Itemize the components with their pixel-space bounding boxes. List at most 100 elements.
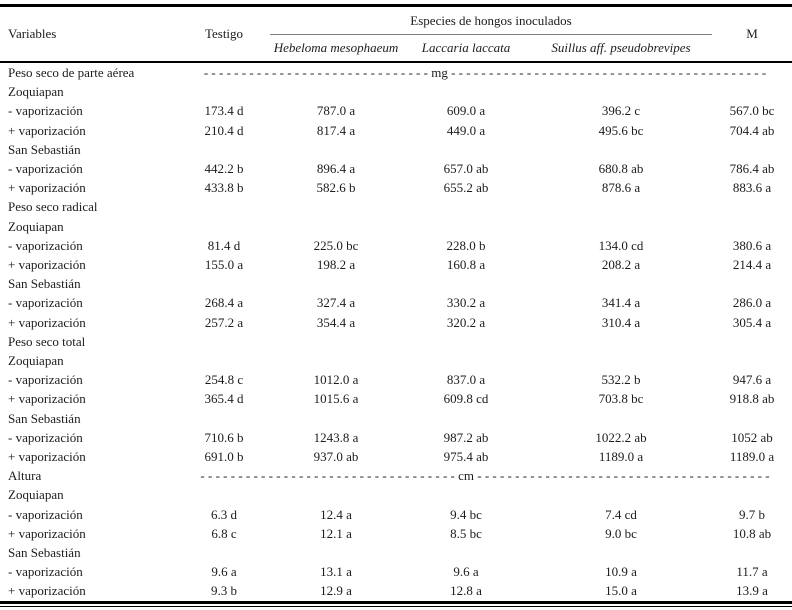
section-row: San Sebastián — [0, 409, 792, 428]
value-cell: 786.4 ab — [729, 161, 775, 177]
header-row-species: Hebeloma mesophaeum Laccaria laccata Sui… — [0, 34, 792, 63]
value-cell: 8.5 bc — [450, 525, 482, 541]
value-cell: 173.4 d — [204, 103, 244, 119]
value-cell: 837.0 a — [446, 372, 486, 388]
value-cell: 13.9 a — [736, 583, 768, 599]
table-row: + vaporización 365.4 d 1015.6 a 609.8 cd 703… — [0, 389, 792, 408]
value-cell: 320.2 a — [446, 314, 486, 330]
table-row: - vaporización 254.8 c 1012.0 a 837.0 a 532.… — [0, 370, 792, 389]
value-cell: 81.4 d — [207, 237, 241, 253]
value-cell: 9.7 b — [739, 506, 765, 522]
value-cell: 9.0 bc — [605, 525, 637, 541]
value-cell: 257.2 a — [204, 314, 244, 330]
value-cell: 9.6 a — [211, 564, 237, 580]
section-row: Zoquiapan — [0, 485, 792, 504]
variable-label: Altura — [8, 468, 42, 484]
row-label: - vaporización — [8, 506, 83, 522]
section-row: San Sebastián — [0, 274, 792, 293]
value-cell: 310.4 a — [601, 314, 641, 330]
value-cell: 10.8 ab — [732, 525, 772, 541]
row-label: + vaporización — [8, 257, 86, 273]
col-header-variables: Variables — [0, 5, 178, 63]
value-cell: 365.4 d — [204, 391, 244, 407]
value-cell: 710.6 b — [204, 429, 244, 445]
row-label: + vaporización — [8, 449, 86, 465]
section-row: San Sebastián — [0, 543, 792, 562]
section-label: Peso seco radical — [8, 199, 98, 215]
value-cell: 12.9 a — [320, 583, 352, 599]
value-cell: 134.0 cd — [598, 237, 644, 253]
unit-dashes: - - - - - - - - - - - - - - - - - - - - … — [203, 65, 767, 80]
value-cell: 704.4 ab — [729, 122, 775, 138]
value-cell: 208.2 a — [601, 257, 641, 273]
section-row: Zoquiapan — [0, 82, 792, 101]
table-row: - vaporización 6.3 d 12.4 a 9.4 bc 7.4 cd 9.7… — [0, 505, 792, 524]
row-label: + vaporización — [8, 391, 86, 407]
value-cell: 15.0 a — [605, 583, 637, 599]
row-label: + vaporización — [8, 314, 86, 330]
table-row: - vaporización 710.6 b 1243.8 a 987.2 ab 102… — [0, 428, 792, 447]
table-row: + vaporización 155.0 a 198.2 a 160.8 a 208.2… — [0, 255, 792, 274]
value-cell: 327.4 a — [316, 295, 356, 311]
variable-label: Peso seco de parte aérea — [8, 65, 135, 80]
value-cell: 442.2 b — [204, 161, 244, 177]
table-row: + vaporización 210.4 d 817.4 a 449.0 a 495.6… — [0, 121, 792, 140]
section-label: Peso seco total — [8, 333, 86, 349]
value-cell: 6.8 c — [211, 525, 237, 541]
value-cell: 609.0 a — [446, 103, 486, 119]
value-cell: 495.6 bc — [598, 122, 644, 138]
section-row: San Sebastián — [0, 140, 792, 159]
value-cell: 225.0 bc — [313, 237, 359, 253]
value-cell: 1012.0 a — [313, 372, 359, 388]
value-cell: 1189.0 a — [598, 449, 644, 465]
value-cell: 817.4 a — [316, 122, 356, 138]
row-label: - vaporización — [8, 564, 83, 580]
value-cell: 433.8 b — [204, 180, 244, 196]
value-cell: 1243.8 a — [313, 429, 359, 445]
value-cell: 703.8 bc — [598, 391, 644, 407]
row-label: - vaporización — [8, 237, 83, 253]
value-cell: 987.2 ab — [443, 429, 489, 445]
section-row: Peso seco radical — [0, 197, 792, 216]
value-cell: 1022.2 ab — [595, 429, 647, 445]
value-cell: 198.2 a — [316, 257, 356, 273]
table-body: Peso seco de parte aérea - - - - - - - - … — [0, 62, 792, 602]
value-cell: 582.6 b — [316, 180, 356, 196]
row-label: + vaporización — [8, 583, 86, 599]
variable-unit-row: Altura - - - - - - - - - - - - - - - - - … — [0, 466, 792, 485]
col-header-hebeloma-mesophaeum: Hebeloma mesophaeum — [270, 34, 402, 63]
value-cell: 657.0 ab — [443, 161, 489, 177]
value-cell: 1015.6 a — [313, 391, 359, 407]
row-label: - vaporización — [8, 429, 83, 445]
unit-dashes: - - - - - - - - - - - - - - - - - - - - … — [200, 468, 770, 484]
value-cell: 10.9 a — [605, 564, 637, 580]
table-row: + vaporización 9.3 b 12.9 a 12.8 a 15.0 a 13.… — [0, 581, 792, 602]
table-header: Variables Testigo Especies de hongos ino… — [0, 5, 792, 63]
col-header-suillus-aff-pseudobrevipes: Suillus aff. pseudobrevipes — [530, 34, 712, 63]
value-cell: 268.4 a — [204, 295, 244, 311]
value-cell: 341.4 a — [601, 295, 641, 311]
variable-unit-row: Peso seco de parte aérea - - - - - - - - … — [0, 62, 792, 82]
row-label: - vaporización — [8, 161, 83, 177]
value-cell: 380.6 a — [732, 237, 772, 253]
results-table: Variables Testigo Especies de hongos ino… — [0, 4, 792, 604]
value-cell: 567.0 bc — [729, 103, 775, 119]
section-label: Zoquiapan — [8, 353, 64, 369]
value-cell: 12.8 a — [450, 583, 482, 599]
table-row: - vaporización 442.2 b 896.4 a 657.0 ab 680.… — [0, 159, 792, 178]
value-cell: 680.8 ab — [598, 161, 644, 177]
value-cell: 12.4 a — [320, 506, 352, 522]
col-header-mean: M — [712, 5, 792, 63]
value-cell: 975.4 ab — [443, 449, 489, 465]
value-cell: 947.6 a — [732, 372, 772, 388]
value-cell: 155.0 a — [204, 257, 244, 273]
value-cell: 228.0 b — [446, 237, 486, 253]
col-header-laccaria-laccata: Laccaria laccata — [402, 34, 530, 63]
table-row: - vaporización 173.4 d 787.0 a 609.0 a 396.2… — [0, 101, 792, 120]
value-cell: 937.0 ab — [313, 449, 359, 465]
table-row: + vaporización 6.8 c 12.1 a 8.5 bc 9.0 bc 10.… — [0, 524, 792, 543]
value-cell: 13.1 a — [320, 564, 352, 580]
row-label: - vaporización — [8, 103, 83, 119]
value-cell: 918.8 ab — [729, 391, 775, 407]
value-cell: 532.2 b — [601, 372, 641, 388]
